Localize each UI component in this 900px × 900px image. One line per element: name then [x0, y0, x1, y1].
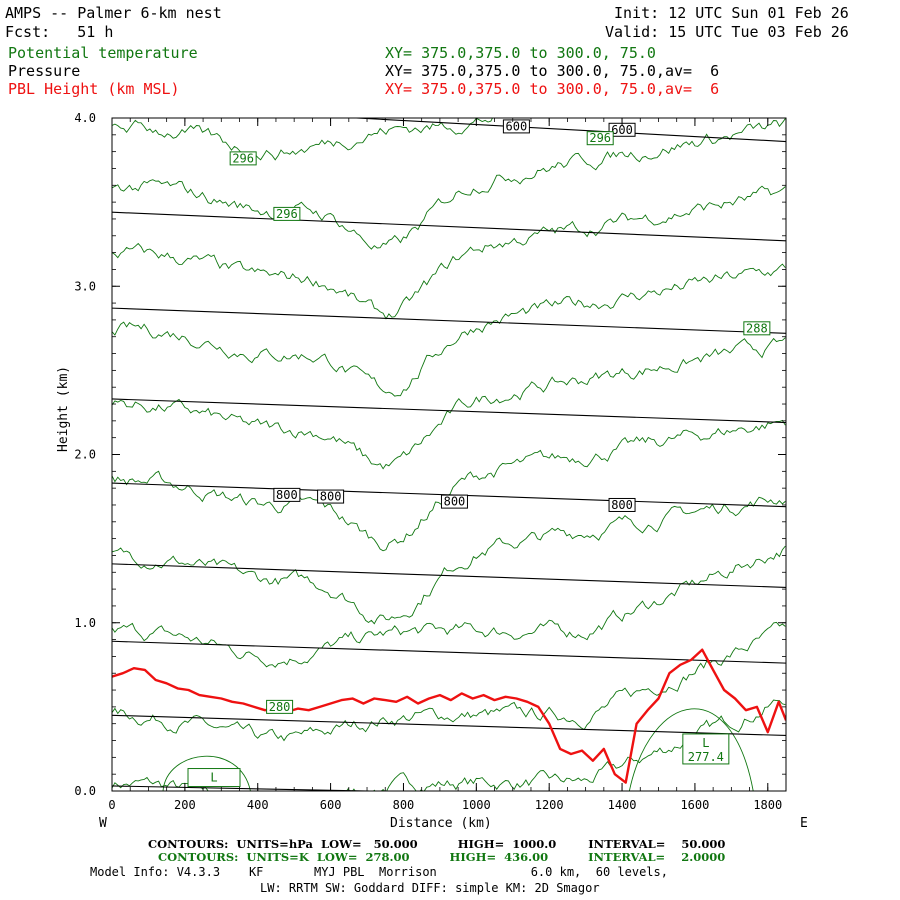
plot-frame: [111, 117, 787, 792]
pressure-contour-950: [112, 714, 786, 737]
pressure-contour-700: [112, 307, 786, 334]
x-tick-label: 800: [393, 798, 415, 812]
pressure-contour-750: [112, 398, 786, 424]
physics-info: LW: RRTM SW: Goddard DIFF: simple KM: 2D…: [260, 881, 600, 895]
theta-contour: [112, 699, 786, 791]
field2-xy: XY= 375.0,375.0 to 300.0, 75.0,av= 6: [385, 62, 720, 80]
theta-label-box: [266, 699, 294, 714]
low-marker-box: [187, 768, 241, 788]
theta-label: 296: [276, 207, 298, 221]
theta-low-contour: [628, 708, 754, 791]
pbl-height-line: [112, 648, 786, 784]
x-tick-label: 1400: [608, 798, 637, 812]
east-marker: E: [800, 816, 808, 831]
model-info: Model Info: V4.3.3 KF MYJ PBL Morrison 6…: [90, 865, 668, 879]
x-tick-label: 1000: [462, 798, 491, 812]
pressure-contour-850: [112, 563, 786, 588]
theta-label-box: [743, 321, 771, 336]
y-tick-label: 1.0: [74, 616, 96, 630]
theta-label-box: [229, 151, 257, 166]
theta-contour: [112, 118, 786, 250]
pressure-contour-info: CONTOURS: UNITS=hPa LOW= 50.000 HIGH= 10…: [148, 837, 726, 851]
x-tick-label: 600: [320, 798, 342, 812]
pressure-contour-900: [112, 640, 786, 664]
pressure-label-box: [502, 119, 530, 134]
field3-name: PBL Height (km MSL): [8, 80, 180, 98]
west-marker: W: [99, 816, 107, 831]
theta-label: 296: [589, 131, 611, 145]
pressure-label: 600: [506, 119, 528, 133]
pressure-contours: [112, 118, 786, 791]
theta-contour: [112, 419, 786, 552]
x-tick-label: 200: [174, 798, 196, 812]
pressure-contour-600: [347, 118, 786, 143]
theta-contour: [112, 263, 786, 397]
chart-title: AMPS -- Palmer 6-km nest: [5, 4, 222, 22]
theta-contour: [112, 337, 786, 470]
pressure-label-box: [317, 489, 345, 504]
theta-contour: [112, 185, 786, 320]
forecast-hour: Fcst: 51 h: [5, 23, 114, 41]
y-tick-label: 2.0: [74, 448, 96, 462]
theta-label: 280: [269, 700, 291, 714]
pressure-label-box: [440, 494, 468, 509]
valid-time: Valid: 15 UTC Tue 03 Feb 26: [605, 23, 849, 41]
low-marker: L: [702, 736, 709, 750]
pressure-contour-650: [112, 211, 786, 242]
x-tick-label: 1200: [535, 798, 564, 812]
x-tick-label: 0: [108, 798, 115, 812]
x-axis-label: Distance (km): [390, 816, 492, 831]
pressure-label: 800: [320, 490, 342, 504]
field1-name: Potential temperature: [8, 44, 198, 62]
pressure-label: 800: [611, 498, 633, 512]
pressure-label: 800: [444, 495, 466, 509]
theta-label: 288: [746, 321, 768, 335]
pressure-label: 600: [611, 123, 633, 137]
theta-contour: [112, 9, 785, 96]
y-tick-label: 3.0: [74, 279, 96, 293]
field2-name: Pressure: [8, 62, 81, 80]
theta-contour: [112, 545, 786, 668]
axes: 0 200 400 600 800 1000 1200 1400 1600 1800 0.0 1.0 2…: [74, 111, 787, 812]
pressure-label-box: [608, 497, 636, 512]
y-tick-label: 4.0: [74, 111, 96, 125]
pressure-contour-1000: [112, 785, 393, 791]
field3-xy: XY= 375.0,375.0 to 300.0, 75.0,av= 6: [385, 80, 720, 98]
low-value: 277.4: [688, 750, 724, 764]
pressure-label-box: [273, 487, 301, 502]
theta-label-box: [273, 206, 301, 221]
theta-label: 296: [232, 151, 254, 165]
x-tick-label: 1800: [753, 798, 782, 812]
x-tick-label: 400: [247, 798, 269, 812]
theta-low-contour: [162, 755, 251, 791]
x-tick-label: 1600: [680, 798, 709, 812]
theta-contour: [112, 118, 493, 161]
theta-contour: [112, 496, 786, 625]
theta-contour: [112, 621, 786, 742]
y-axis-label: Height (km): [56, 365, 71, 452]
y-tick-label: 0.0: [74, 784, 96, 798]
low-marker: L: [210, 771, 217, 785]
low-marker-box: [682, 733, 730, 765]
theta-contour-info: CONTOURS: UNITS=K LOW= 278.00 HIGH= 436.…: [158, 850, 726, 864]
theta-label-box: [586, 131, 614, 146]
init-time: Init: 12 UTC Sun 01 Feb 26: [614, 4, 849, 22]
pressure-label: 800: [276, 488, 298, 502]
pbl-series: [112, 648, 786, 784]
field1-xy: XY= 375.0,375.0 to 300.0, 75.0: [385, 44, 656, 62]
